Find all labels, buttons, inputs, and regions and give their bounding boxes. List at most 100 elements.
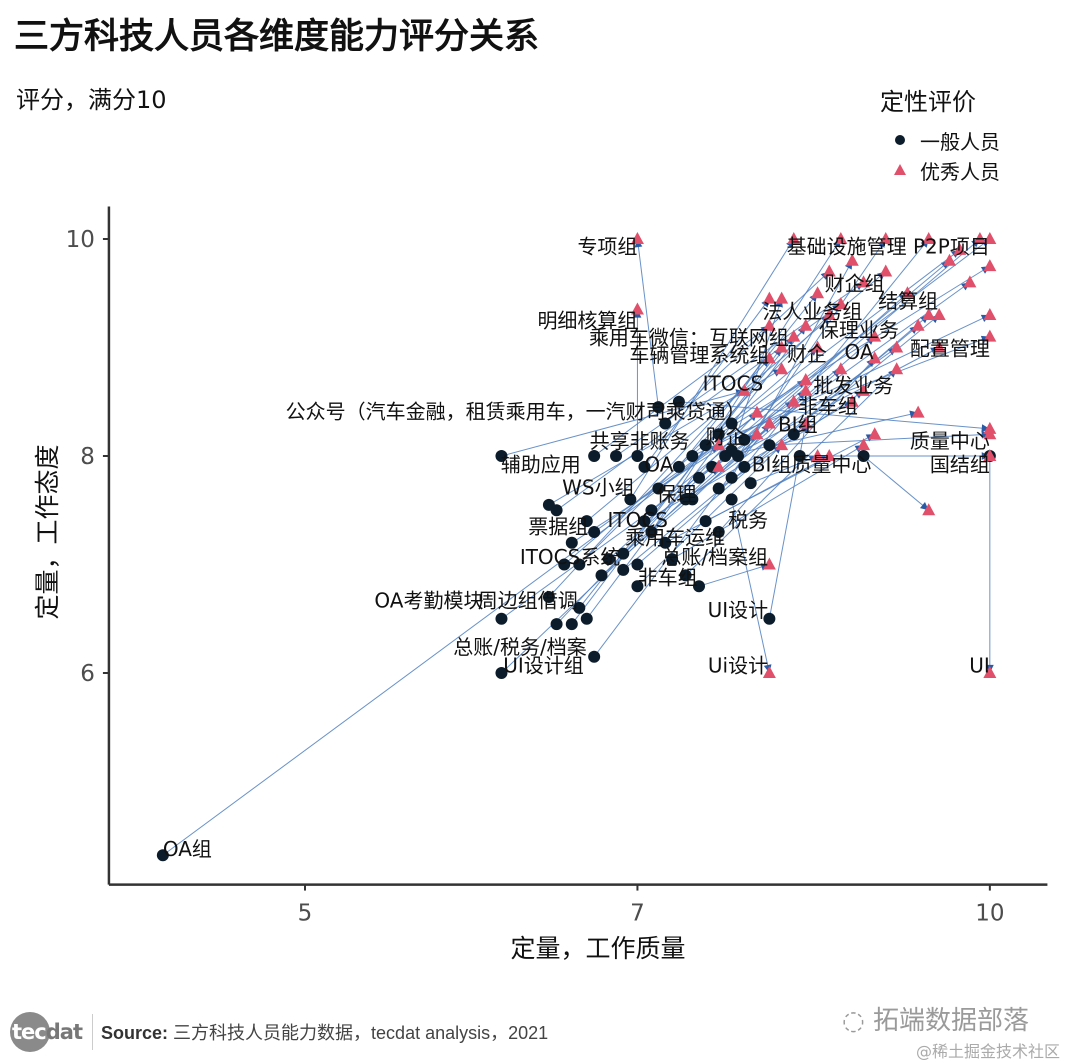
point-label: 财企组: [825, 271, 885, 295]
point-excellent: [750, 427, 764, 440]
legend-label: 一般人员: [920, 129, 1000, 154]
connector-line: [678, 292, 818, 468]
point-general: [550, 618, 563, 631]
point-excellent: [775, 438, 789, 451]
watermark-main: ◌ 拓端数据部落: [842, 1006, 1029, 1036]
point-label: 票据组: [528, 515, 588, 539]
connector-line: [615, 281, 864, 457]
point-general: [156, 849, 169, 862]
chart-title: 三方科技人员各维度能力评分关系: [14, 17, 540, 57]
point-excellent: [932, 307, 946, 320]
source-text: 三方科技人员能力数据，tecdat analysis，2021: [173, 1023, 549, 1043]
point-excellent: [712, 459, 726, 472]
connector-line: [711, 347, 940, 468]
connector-line: [636, 238, 659, 408]
connector-line: [651, 238, 842, 533]
point-excellent: [799, 416, 813, 429]
point-label: 公众号（汽车金融，租赁乘用车，一汽财司乘贷通）: [286, 400, 746, 424]
point-excellent: [630, 232, 644, 244]
point-general: [744, 477, 757, 490]
point-label: 周边组借调: [478, 588, 578, 612]
x-tick-label: 5: [298, 901, 313, 927]
point-label: ITOCS系统: [520, 545, 621, 569]
point-general: [638, 515, 651, 528]
arrowhead: [981, 430, 990, 439]
point-excellent: [879, 232, 893, 244]
point-label: 保理: [656, 482, 696, 506]
connector-line: [705, 433, 875, 522]
connector-line: [744, 238, 981, 441]
triangle-icon: [880, 163, 920, 177]
point-excellent: [857, 275, 871, 288]
connector-line: [162, 444, 719, 856]
point-general: [495, 450, 508, 462]
point-general: [652, 482, 665, 495]
point-general: [565, 536, 578, 549]
x-axis-label: 定量，工作质量: [510, 934, 685, 963]
point-excellent: [890, 362, 904, 375]
point-label: BI组: [778, 413, 818, 437]
point-general: [793, 450, 806, 462]
point-label: OA考勤模块: [374, 588, 483, 612]
point-label: 质量中心: [910, 429, 990, 453]
point-excellent: [762, 351, 776, 364]
point-general: [595, 569, 608, 582]
point-label: UI设计组: [503, 653, 584, 677]
point-label: BI组质量中心: [752, 453, 872, 477]
point-general: [495, 612, 508, 625]
point-excellent: [712, 438, 726, 451]
point-label: 辅助应用: [501, 453, 581, 477]
chart-subtitle: 评分，满分10: [16, 86, 167, 114]
legend-item-general: 一般人员: [880, 125, 1000, 155]
point-general: [631, 580, 644, 593]
point-label: 明细核算组: [537, 308, 637, 332]
point-excellent: [787, 329, 801, 342]
point-general: [580, 612, 593, 625]
point-general: [686, 493, 699, 506]
point-label: 税务: [728, 508, 768, 532]
point-general: [617, 547, 630, 560]
arrowhead: [981, 424, 990, 433]
point-excellent: [868, 351, 882, 364]
point-label: 基础设施管理 P2P项目: [787, 235, 990, 259]
connector-line: [769, 433, 990, 446]
connector-line: [750, 455, 818, 484]
y-axis-label: 定量，工作态度: [33, 444, 62, 619]
connector-line: [698, 564, 770, 587]
source-label: Source:: [101, 1023, 169, 1043]
point-excellent: [762, 416, 776, 429]
point-label: Ui设计: [708, 653, 768, 677]
point-label: 结算组: [878, 289, 938, 313]
connector-line: [658, 238, 991, 489]
point-label: OA: [644, 453, 673, 477]
point-general: [763, 439, 776, 452]
point-general: [588, 650, 601, 663]
point-excellent: [811, 449, 825, 461]
x-tick-label: 10: [975, 901, 1004, 927]
point-excellent: [834, 362, 848, 375]
footer: tecdat Source: 三方科技人员能力数据，tecdat analysi…: [10, 1012, 548, 1052]
point-general: [610, 450, 623, 462]
point-general: [679, 569, 692, 582]
point-excellent: [787, 394, 801, 407]
point-excellent: [834, 297, 848, 310]
connector-line: [593, 379, 807, 533]
connector-line: [692, 314, 991, 457]
point-label: ITOCS: [607, 508, 668, 532]
point-label: UI: [969, 653, 990, 677]
point-general: [763, 612, 776, 625]
connector-line: [743, 238, 930, 468]
legend: 定性评价 一般人员 优秀人员: [880, 82, 1000, 185]
point-excellent: [963, 275, 977, 288]
point-excellent: [834, 232, 848, 244]
point-general: [738, 460, 751, 473]
point-general: [712, 482, 725, 495]
y-tick-label: 10: [66, 227, 95, 253]
connector-line: [705, 336, 991, 446]
point-excellent: [922, 307, 936, 320]
point-general: [638, 460, 651, 473]
point-label: OA: [845, 340, 874, 364]
divider: [92, 1014, 93, 1050]
point-excellent: [983, 421, 997, 434]
point-excellent: [762, 557, 776, 570]
